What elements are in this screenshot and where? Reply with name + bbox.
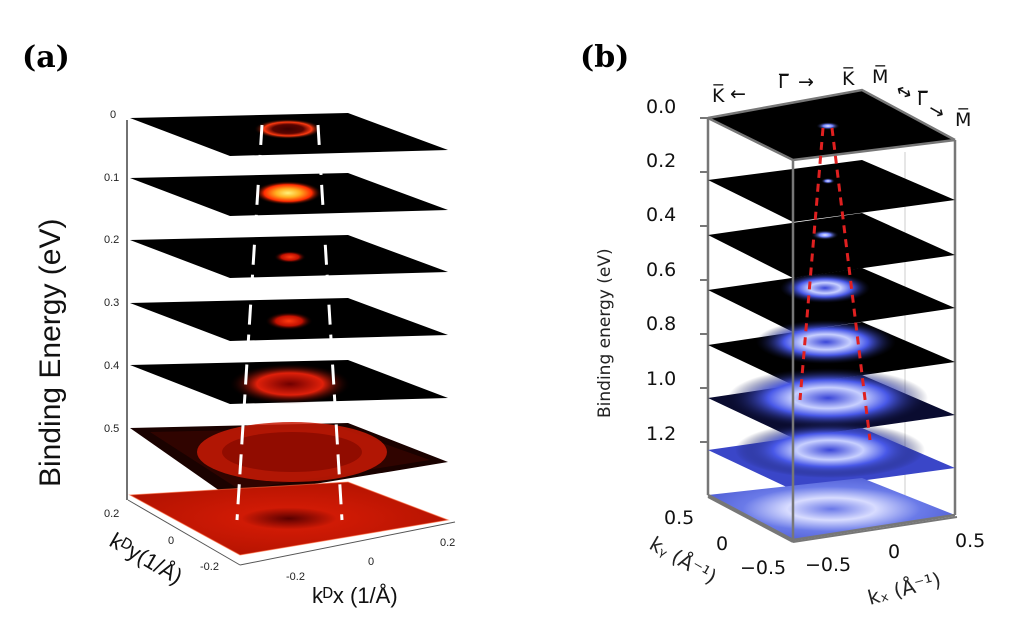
panel-a-dispersion-guide-left bbox=[235, 124, 264, 521]
panel-b-floor bbox=[708, 478, 955, 540]
panel-b: 0.0 0.2 0.4 0.6 0.8 1.0 1.2 Binding ener… bbox=[595, 64, 985, 610]
panel-b-slice-6 bbox=[708, 422, 955, 490]
panel-a-slice-2 bbox=[130, 235, 448, 278]
panel-b-sym-k-right: K̅ bbox=[842, 66, 855, 90]
panel-a-ky-tick-1: 0 bbox=[168, 535, 174, 547]
panel-b-sym-k-left: K̅ bbox=[712, 83, 725, 107]
panel-a: 0 0.1 0.2 0.3 0.4 0.5 Binding Energy (eV… bbox=[34, 109, 455, 608]
panel-a-ytick-2: 0.2 bbox=[104, 234, 119, 246]
panel-b-kx-tick-2: 0.5 bbox=[955, 530, 985, 552]
panel-b-sym-m-2: M̅ bbox=[955, 107, 971, 131]
panel-a-ky-label: kᴰy(1/Å) bbox=[106, 528, 187, 589]
panel-a-ytick-4: 0.4 bbox=[104, 360, 119, 372]
panel-b-ytick-5: 1.0 bbox=[646, 368, 676, 390]
panel-b-slice-4 bbox=[708, 320, 955, 385]
panel-b-dispersion-guide-left bbox=[798, 127, 825, 401]
panel-b-sym-gamma-2: Γ̅ bbox=[917, 88, 929, 110]
panel-b-y-axis-label: Binding energy (eV) bbox=[595, 248, 615, 418]
panel-b-ticks bbox=[700, 117, 708, 443]
panel-b-kx-label: kₓ (Å⁻¹) bbox=[865, 567, 943, 610]
panel-b-ytick-2: 0.4 bbox=[646, 204, 676, 226]
panel-b-sym-m-1: M̅ bbox=[872, 64, 888, 88]
panel-b-ytick-4: 0.8 bbox=[646, 313, 676, 335]
svg-text:→: → bbox=[924, 98, 949, 125]
panel-b-kx-tick-1: 0 bbox=[888, 541, 900, 563]
svg-text:→: → bbox=[798, 71, 814, 93]
panel-b-ky-tick-1: 0 bbox=[716, 533, 728, 555]
svg-text:↔: ↔ bbox=[892, 78, 917, 105]
panel-b-ytick-0: 0.0 bbox=[646, 96, 676, 118]
panel-a-label: (a) bbox=[22, 40, 70, 75]
panel-a-kx-tick-0: -0.2 bbox=[286, 571, 305, 583]
panel-a-slice-1 bbox=[130, 173, 448, 216]
panel-b-ytick-6: 1.2 bbox=[646, 423, 676, 445]
panel-b-label: (b) bbox=[580, 40, 630, 75]
panel-a-kx-label: kᴰx (1/Å) bbox=[312, 583, 398, 608]
panel-a-ytick-0: 0 bbox=[110, 109, 116, 121]
panel-b-kx-tick-0: −0.5 bbox=[805, 554, 851, 576]
panel-a-floor bbox=[128, 481, 450, 556]
panel-b-slice-1 bbox=[708, 160, 955, 222]
panel-a-ky-tick-0: 0.2 bbox=[104, 508, 119, 520]
panel-b-sym-gamma-1: Γ̅ bbox=[778, 71, 790, 93]
panel-a-kx-tick-2: 0.2 bbox=[440, 537, 455, 549]
svg-text:←: ← bbox=[730, 83, 746, 105]
panel-b-ky-tick-2: −0.5 bbox=[740, 557, 786, 579]
panel-a-slice-0 bbox=[130, 113, 448, 156]
panel-a-kx-tick-1: 0 bbox=[368, 556, 374, 568]
panel-b-slice-5 bbox=[708, 368, 955, 438]
panel-b-ky-label: kᵧ (Å⁻¹) bbox=[646, 532, 721, 589]
panel-b-dispersion-guide-right bbox=[830, 127, 872, 441]
panel-a-ytick-1: 0.1 bbox=[104, 172, 119, 184]
panel-b-ytick-3: 0.6 bbox=[646, 259, 676, 281]
panel-b-ytick-1: 0.2 bbox=[646, 150, 676, 172]
panel-a-ky-tick-2: -0.2 bbox=[200, 561, 219, 573]
panel-a-dispersion-guide-right bbox=[316, 124, 344, 521]
panel-b-slice-3 bbox=[708, 268, 955, 332]
panel-b-slice-2 bbox=[708, 213, 955, 278]
panel-a-slice-4 bbox=[130, 360, 448, 404]
panel-a-ytick-3: 0.3 bbox=[104, 297, 119, 309]
panel-a-y-axis-label: Binding Energy (eV) bbox=[34, 219, 67, 487]
panel-a-slice-3 bbox=[130, 298, 448, 341]
panel-b-ky-tick-0: 0.5 bbox=[664, 507, 694, 529]
panel-a-ytick-5: 0.5 bbox=[104, 423, 119, 435]
